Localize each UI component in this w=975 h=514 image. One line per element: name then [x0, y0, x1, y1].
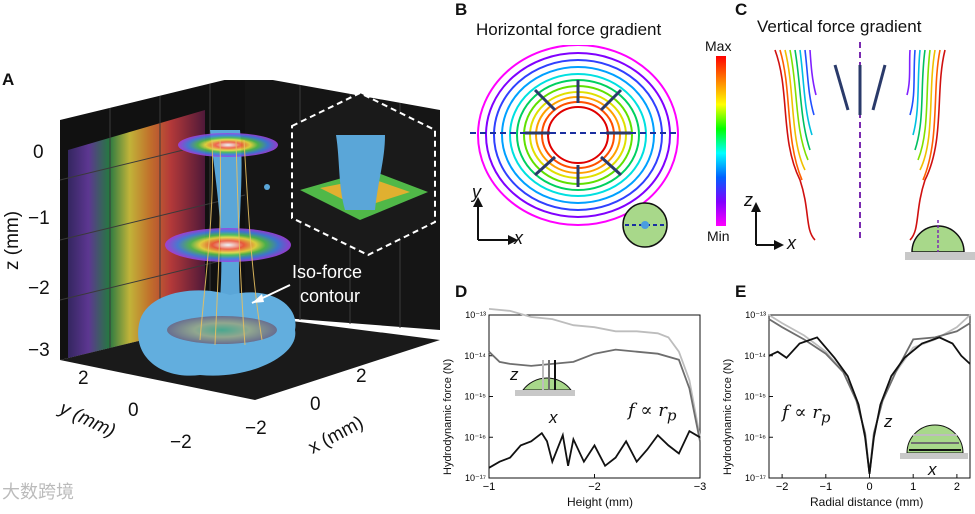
panel-c-axis-x: x [787, 233, 796, 253]
colorbar-max: Max [705, 38, 732, 54]
panel-e-chart: 10⁻¹³ 10⁻¹⁴ 10⁻¹⁵ 10⁻¹⁶ 10⁻¹⁷ −2 −1 0 1 2 [744, 310, 971, 493]
panel-d-chart: 10⁻¹³ 10⁻¹⁴ 10⁻¹⁵ 10⁻¹⁶ 10⁻¹⁷−1 −2 −3 [464, 308, 707, 493]
y-tick-label: 10⁻¹⁶ [465, 432, 487, 442]
x-tick-label: −1 [483, 481, 496, 493]
x-tick-label: −1 [820, 481, 833, 493]
middle-contour-disk [165, 228, 291, 262]
colorbar-min: Min [707, 228, 730, 244]
panel-c-title: Vertical force gradient [757, 17, 922, 36]
panel-e-inset [900, 424, 968, 459]
panel-d-ylabel: Hydrodynamic force (N) [442, 358, 454, 475]
panel-b-letter: B [455, 0, 468, 19]
x-tick-label: −2 [588, 481, 601, 493]
panel-b-axis-x: x [514, 228, 523, 248]
panel-e-xlabel: Radial distance (mm) [810, 495, 924, 509]
panel-c-letter: C [735, 0, 748, 19]
panel-d-inset-z: z [510, 365, 519, 384]
x-tick-label: −3 [694, 481, 707, 493]
panel-e-annotation: f ∝ rp [782, 402, 831, 427]
series-line-0 [488, 308, 701, 438]
x-tick-label: −2 [776, 481, 789, 493]
y-tick-2: −2 [170, 432, 192, 453]
y-tick-label: 10⁻¹⁷ [745, 473, 766, 483]
y-tick-1: 0 [128, 400, 139, 421]
x-tick-2: 2 [356, 366, 367, 387]
y-tick-label: 10⁻¹⁵ [465, 392, 487, 402]
panel-b-axis-y: y [472, 182, 481, 202]
y-tick-label: 10⁻¹³ [745, 310, 766, 320]
y-tick-label: 10⁻¹⁴ [464, 351, 486, 361]
top-contour-disk [178, 133, 278, 157]
x-tick-label: 0 [866, 481, 872, 493]
series-line-2 [768, 336, 971, 475]
panel-c-axis-z: z [744, 190, 753, 210]
y-tick-label: 10⁻¹⁴ [744, 351, 766, 361]
panel-a-letter: A [2, 70, 15, 89]
watermark: 大数跨境 [2, 482, 74, 502]
x-tick-label: 2 [954, 481, 960, 493]
series-line-1 [488, 348, 701, 442]
panel-b-contours [470, 45, 680, 248]
z-tick-1: −1 [28, 208, 50, 229]
iso-force-label-2: contour [300, 286, 361, 306]
panel-e-inset-z: z [884, 412, 893, 431]
panel-e-ylabel: Hydrodynamic force (N) [722, 358, 734, 475]
y-tick-label: 10⁻¹⁷ [465, 473, 486, 483]
y-tick-label: 10⁻¹⁶ [745, 432, 767, 442]
y-tick-label: 10⁻¹³ [465, 310, 486, 320]
panel-b-axes [473, 197, 518, 245]
panel-d-letter: D [455, 282, 468, 301]
panel-e-letter: E [735, 282, 747, 301]
inset-cube [291, 91, 436, 257]
panel-e-inset-x: x [928, 460, 937, 479]
x-tick-1: 0 [310, 394, 321, 415]
panel-b-title: Horizontal force gradient [476, 20, 662, 39]
series-line-2 [488, 429, 701, 469]
x-tick-0: −2 [245, 418, 267, 439]
panel-a-3d-plot [59, 80, 440, 400]
colorbar [716, 56, 726, 226]
z-tick-0: 0 [33, 142, 44, 163]
z-axis-label: z (mm) [2, 210, 23, 270]
z-tick-2: −2 [28, 278, 50, 299]
panel-c-contours [774, 42, 975, 260]
panel-d-annotation: f ∝ rp [628, 400, 677, 425]
x-tick-label: 1 [910, 481, 916, 493]
z-tick-3: −3 [28, 340, 50, 361]
y-tick-label: 10⁻¹⁵ [745, 392, 767, 402]
panel-d-inset [515, 360, 575, 396]
iso-force-label-1: Iso-force [292, 262, 363, 282]
panel-c-axes [751, 202, 784, 250]
panel-d-inset-x: x [549, 408, 558, 427]
panel-d-xlabel: Height (mm) [567, 495, 634, 509]
y-tick-0: 2 [78, 368, 89, 389]
